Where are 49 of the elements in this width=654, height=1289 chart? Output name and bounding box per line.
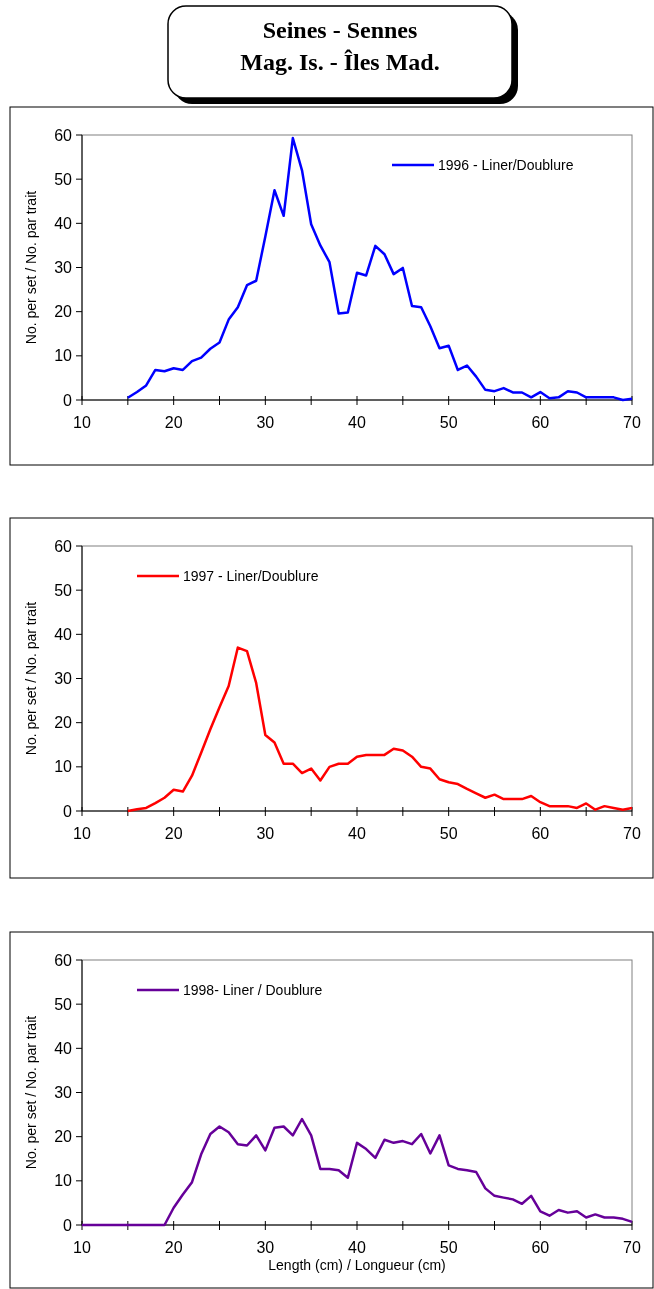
- x-tick-label: 50: [439, 414, 458, 431]
- y-tick-label: 40: [54, 214, 73, 232]
- x-tick-label: 20: [164, 1239, 183, 1256]
- y-axis-title: No. per set / No. par trait: [23, 601, 39, 756]
- y-tick-label: 50: [54, 995, 73, 1013]
- y-tick-label: 20: [54, 714, 73, 732]
- legend-label: 1997 - Liner/Doublure: [183, 567, 319, 584]
- x-tick-label: 60: [531, 414, 550, 431]
- y-tick-label: 50: [54, 581, 73, 599]
- x-tick-label: 40: [348, 1239, 366, 1256]
- x-tick-label: 60: [531, 1239, 550, 1256]
- y-tick-label: 60: [54, 126, 73, 144]
- y-tick-label: 40: [54, 625, 73, 643]
- x-tick-label: 40: [348, 825, 366, 842]
- x-tick-label: 60: [531, 825, 550, 842]
- y-tick-label: 30: [54, 1084, 73, 1102]
- x-tick-label: 30: [256, 1239, 275, 1256]
- y-tick-label: 0: [63, 391, 73, 409]
- x-tick-label: 40: [348, 414, 366, 431]
- y-tick-label: 0: [63, 1216, 73, 1234]
- y-tick-label: 50: [54, 170, 73, 188]
- x-tick-label: 50: [439, 825, 458, 842]
- x-tick-label: 70: [623, 1239, 641, 1256]
- x-tick-label: 50: [439, 1239, 458, 1256]
- x-tick-label: 20: [164, 414, 183, 431]
- y-axis-title: No. per set / No. par trait: [23, 1015, 39, 1170]
- legend-label: 1996 - Liner/Doublure: [438, 156, 574, 173]
- x-tick-label: 20: [164, 825, 183, 842]
- chart-title: Seines - Sennes Mag. Is. - Îles Mad.: [240, 17, 440, 75]
- y-tick-label: 60: [54, 951, 73, 969]
- y-tick-label: 10: [54, 758, 73, 776]
- y-tick-label: 40: [54, 1039, 73, 1057]
- y-tick-label: 20: [54, 303, 73, 321]
- line-series: [126, 646, 634, 813]
- y-tick-label: 10: [54, 347, 73, 365]
- legend-label: 1998- Liner / Doublure: [183, 981, 323, 998]
- y-tick-label: 60: [54, 537, 73, 555]
- y-tick-label: 10: [54, 1172, 73, 1190]
- line-series: [126, 136, 634, 402]
- y-axis-title: No. per set / No. par trait: [23, 190, 39, 345]
- y-tick-label: 30: [54, 259, 73, 277]
- y-tick-label: 30: [54, 670, 73, 688]
- x-tick-label: 70: [623, 414, 641, 431]
- x-tick-label: 30: [256, 414, 275, 431]
- y-tick-label: 20: [54, 1128, 73, 1146]
- x-tick-label: 70: [623, 825, 641, 842]
- y-tick-label: 0: [63, 802, 73, 820]
- x-tick-label: 30: [256, 825, 275, 842]
- x-axis-title: Length (cm) / Longueur (cm): [268, 1257, 446, 1273]
